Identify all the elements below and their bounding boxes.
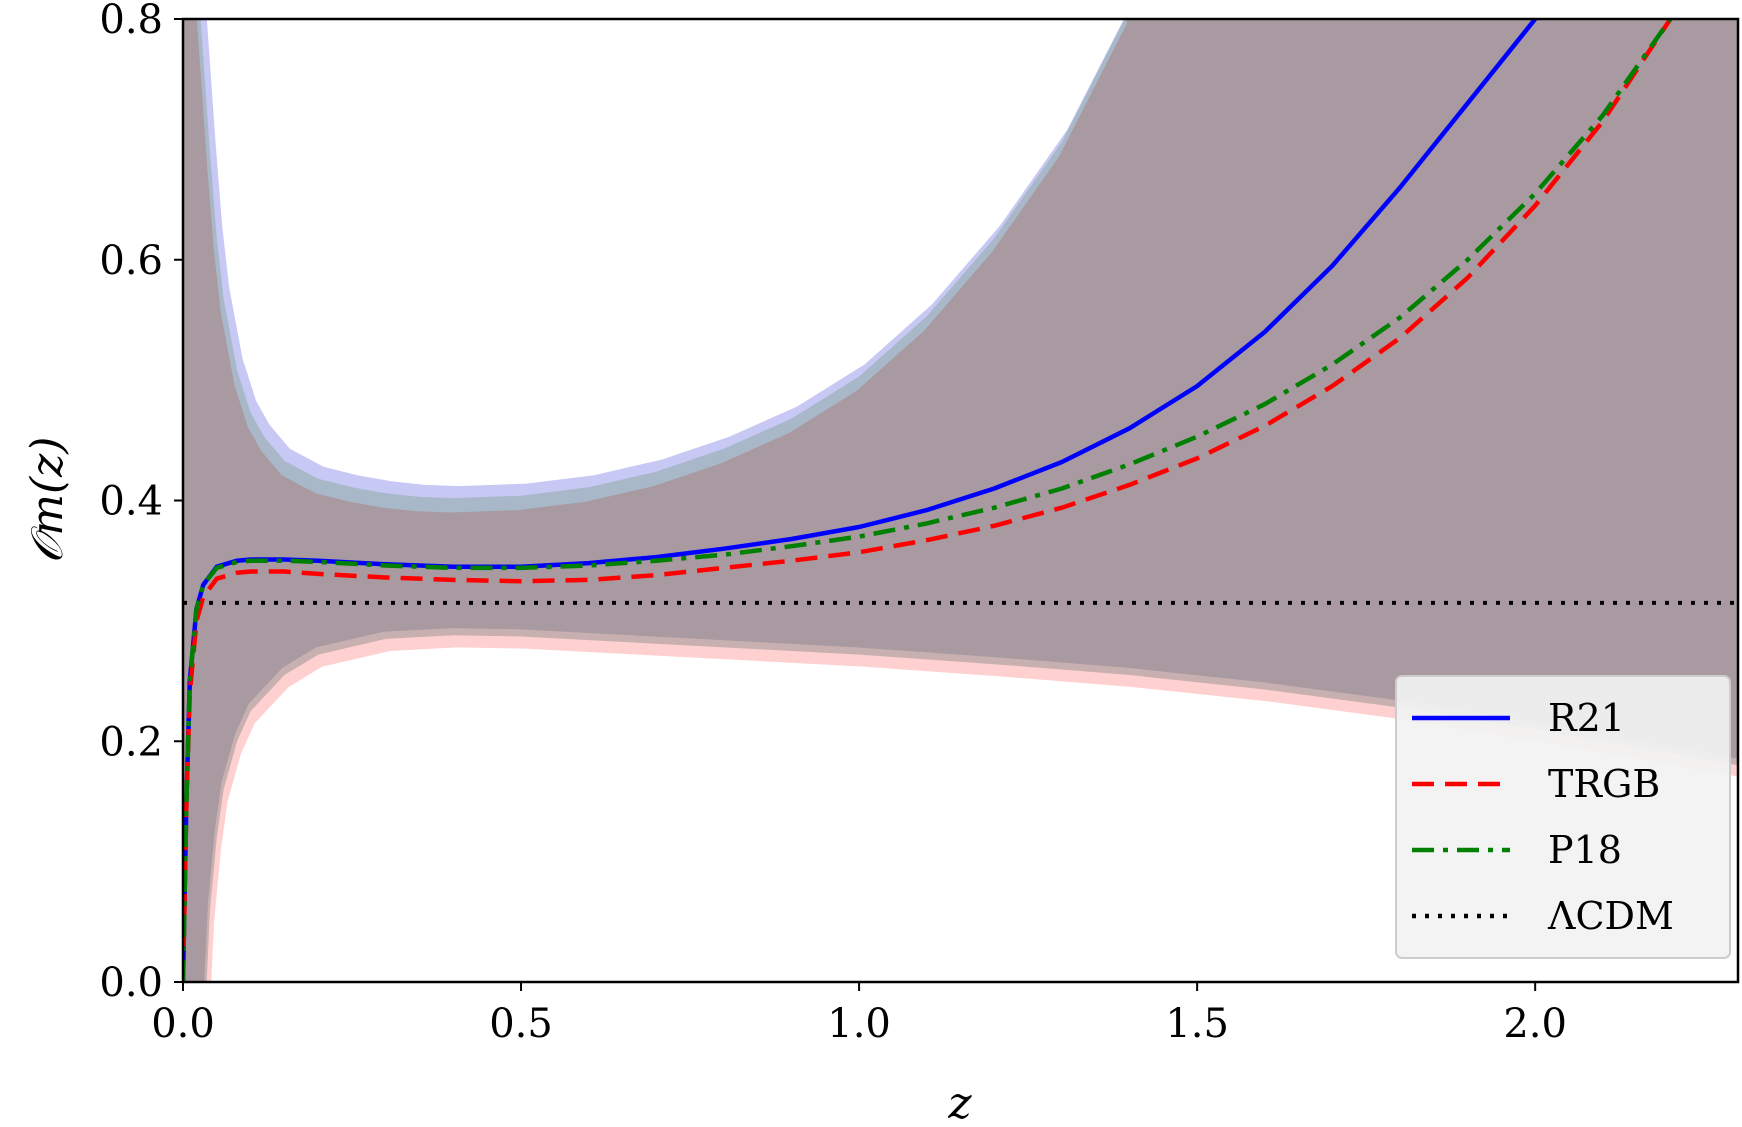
x-tick-label: 2.0 <box>1503 1001 1567 1047</box>
band-lower-hole <box>210 647 1738 982</box>
x-tick-label: 1.0 <box>827 1001 891 1047</box>
legend-box <box>1395 675 1731 959</box>
y-axis-label: 𝒪m(z) <box>22 437 73 564</box>
band-upper-hole <box>205 19 1135 487</box>
series-group <box>183 19 1673 982</box>
series-line-trgb <box>183 19 1673 982</box>
y-axis: 0.0 0.2 0.4 0.6 0.8 <box>99 0 183 1006</box>
y-tick-label: 0.6 <box>99 238 163 284</box>
y-tick-label: 0.2 <box>99 719 163 765</box>
legend-label: P18 <box>1548 828 1622 872</box>
x-axis: 0.0 0.5 1.0 1.5 2.0 <box>151 982 1567 1047</box>
x-axis-label: z <box>947 1078 972 1127</box>
x-tick-label: 0.0 <box>151 1001 215 1047</box>
y-tick-label: 0.0 <box>99 960 163 1006</box>
series-line-p18 <box>183 19 1673 982</box>
legend-label: ΛCDM <box>1547 894 1674 938</box>
legend-label: R21 <box>1548 696 1625 740</box>
legend: R21 TRGB P18 ΛCDM <box>1395 675 1731 959</box>
x-tick-label: 1.5 <box>1165 1001 1229 1047</box>
y-tick-label: 0.4 <box>99 479 163 525</box>
y-tick-label: 0.8 <box>99 0 163 43</box>
x-tick-label: 0.5 <box>489 1001 553 1047</box>
legend-label: TRGB <box>1548 762 1660 806</box>
